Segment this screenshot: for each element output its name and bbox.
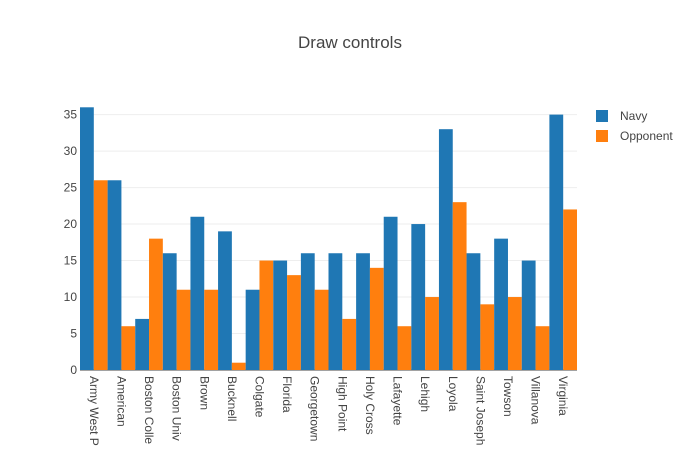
bar-navy-4[interactable] <box>190 216 205 370</box>
x-tick-label: Loyola <box>446 376 460 412</box>
bar-opponent-17[interactable] <box>563 209 577 370</box>
bar-navy-13[interactable] <box>438 129 453 370</box>
x-tick-label: Saint Joseph <box>473 376 487 445</box>
x-tick-label: Villanova <box>529 376 543 425</box>
bar-navy-17[interactable] <box>549 114 564 370</box>
bar-opponent-1[interactable] <box>121 326 136 370</box>
x-tick-label: Virginia <box>556 376 570 416</box>
y-tick-label: 35 <box>64 108 78 122</box>
bar-opponent-16[interactable] <box>535 326 550 370</box>
bar-navy-6[interactable] <box>245 289 260 370</box>
y-tick-label: 5 <box>70 327 77 341</box>
y-tick-label: 25 <box>64 181 78 195</box>
x-tick-label: High Point <box>335 376 349 432</box>
x-tick-label: Holy Cross <box>363 376 377 435</box>
legend-swatch-opponent <box>596 130 608 142</box>
bar-opponent-11[interactable] <box>397 326 412 370</box>
bar-opponent-8[interactable] <box>314 289 329 370</box>
bar-opponent-6[interactable] <box>259 260 274 370</box>
y-tick-label: 20 <box>64 217 78 231</box>
x-tick-label: Florida <box>280 376 294 413</box>
bar-navy-7[interactable] <box>273 260 288 370</box>
bar-opponent-7[interactable] <box>287 275 301 370</box>
bar-opponent-15[interactable] <box>507 297 522 370</box>
legend-label-navy: Navy <box>620 109 648 123</box>
bar-opponent-9[interactable] <box>342 318 357 370</box>
bar-navy-14[interactable] <box>466 253 481 370</box>
x-tick-label: Boston Colle <box>142 376 156 444</box>
bar-navy-12[interactable] <box>411 224 426 370</box>
x-tick-label: Brown <box>197 376 211 410</box>
bars <box>80 107 577 370</box>
x-tick-label: Lehigh <box>418 376 432 412</box>
x-tick-label: Colgate <box>252 376 266 418</box>
x-tick-label: Army West P <box>87 376 101 446</box>
y-tick-label: 30 <box>64 144 78 158</box>
x-tick-label: Georgetown <box>308 376 322 441</box>
x-tick-label: Towson <box>501 376 515 417</box>
x-tick-label: American <box>114 376 128 427</box>
bar-navy-0[interactable] <box>80 107 94 370</box>
bar-navy-3[interactable] <box>162 253 177 370</box>
bar-opponent-4[interactable] <box>204 289 219 370</box>
bar-opponent-13[interactable] <box>452 202 467 370</box>
bar-opponent-0[interactable] <box>93 180 108 370</box>
bar-navy-2[interactable] <box>135 318 150 370</box>
bar-opponent-14[interactable] <box>480 304 495 370</box>
x-tick-label: Lafayette <box>391 376 405 426</box>
y-axis-ticks: 0 5 10 15 20 25 30 35 <box>64 108 78 377</box>
bar-navy-9[interactable] <box>328 253 343 370</box>
bar-opponent-3[interactable] <box>176 289 191 370</box>
y-tick-label: 0 <box>70 363 77 377</box>
bar-navy-10[interactable] <box>356 253 370 370</box>
bar-opponent-12[interactable] <box>425 297 439 370</box>
bar-navy-15[interactable] <box>494 238 508 370</box>
x-tick-label: Boston Univ <box>170 376 184 441</box>
legend-item-opponent[interactable]: Opponent <box>596 126 673 146</box>
legend: Navy Opponent <box>596 106 673 146</box>
bar-opponent-10[interactable] <box>369 267 384 370</box>
legend-label-opponent: Opponent <box>620 129 673 143</box>
legend-item-navy[interactable]: Navy <box>596 106 673 126</box>
legend-swatch-navy <box>596 110 608 122</box>
bar-navy-1[interactable] <box>107 180 122 370</box>
chart-title: Draw controls <box>298 33 402 52</box>
y-tick-label: 10 <box>64 290 78 304</box>
x-axis-ticks: Army West P American Boston Colle Boston Un… <box>87 376 570 446</box>
bar-navy-11[interactable] <box>383 216 398 370</box>
bar-opponent-5[interactable] <box>231 362 246 370</box>
bar-navy-8[interactable] <box>300 253 315 370</box>
y-tick-label: 15 <box>64 254 78 268</box>
bar-opponent-2[interactable] <box>149 238 163 370</box>
bar-navy-16[interactable] <box>521 260 536 370</box>
bar-navy-5[interactable] <box>218 231 232 370</box>
x-tick-label: Bucknell <box>225 376 239 421</box>
